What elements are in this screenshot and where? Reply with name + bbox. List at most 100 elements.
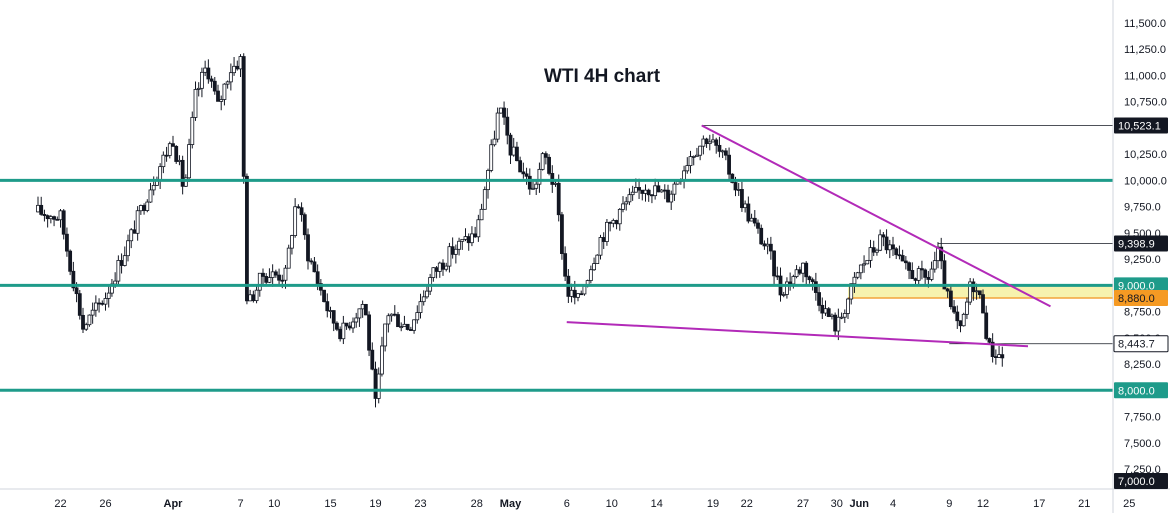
x-tick-label: 19 xyxy=(707,498,719,510)
candle-body xyxy=(682,170,686,180)
candle-body xyxy=(373,368,378,399)
candle-body xyxy=(746,203,751,222)
candle-body xyxy=(540,153,545,170)
candle-body xyxy=(39,204,44,215)
candle-body xyxy=(768,243,773,252)
candle-body xyxy=(611,220,616,224)
y-tick-label: 11,500.0 xyxy=(1124,18,1166,30)
x-tick-label: 4 xyxy=(890,498,896,510)
candle-body xyxy=(77,293,82,316)
candle-body xyxy=(431,267,436,278)
candle-body xyxy=(119,260,124,266)
x-tick-label: 7 xyxy=(237,498,243,510)
candle-body xyxy=(325,301,330,312)
chart-title: WTI 4H chart xyxy=(544,66,661,87)
candle-body xyxy=(756,222,760,229)
candle-body xyxy=(543,153,548,158)
candle-body xyxy=(61,210,66,235)
candle-body xyxy=(723,150,728,156)
y-tick-label: 7,750.0 xyxy=(1124,412,1161,424)
candle-body xyxy=(399,326,404,329)
price-badge xyxy=(1114,289,1168,306)
candle-body xyxy=(765,243,770,247)
candle-body xyxy=(820,304,825,314)
candle-body xyxy=(797,269,802,274)
candle-body xyxy=(90,309,95,316)
x-tick-label: May xyxy=(500,498,522,510)
candle-body xyxy=(794,269,799,277)
candle-body xyxy=(138,205,143,212)
candle-body xyxy=(553,182,558,185)
candle-body xyxy=(421,296,426,303)
candle-body xyxy=(225,81,230,85)
candle-body xyxy=(257,272,262,291)
candle-body xyxy=(987,338,992,343)
candle-body xyxy=(839,316,844,319)
candle-body xyxy=(389,313,394,317)
candle-body xyxy=(302,214,307,236)
candle-body xyxy=(396,314,400,328)
x-tick-label: 9 xyxy=(946,498,952,510)
candle-body xyxy=(441,262,445,270)
candle-body xyxy=(55,218,60,221)
candle-body xyxy=(952,306,956,313)
candle-body xyxy=(392,313,397,316)
candle-body xyxy=(560,214,564,255)
candle-body xyxy=(537,168,542,185)
candle-body xyxy=(691,155,696,158)
candle-body xyxy=(926,276,931,280)
candle-body xyxy=(135,210,140,234)
candle-body xyxy=(923,269,928,278)
candle-body xyxy=(656,185,661,193)
candle-body xyxy=(347,325,352,329)
candle-body xyxy=(495,112,500,140)
candle-body xyxy=(248,294,253,302)
candle-body xyxy=(563,253,568,277)
x-tick-label: 25 xyxy=(1123,498,1135,510)
candle-body xyxy=(270,271,275,278)
candle-body xyxy=(572,289,577,298)
candle-body xyxy=(322,289,326,303)
candle-body xyxy=(993,356,998,359)
candle-body xyxy=(261,272,265,277)
candle-body xyxy=(453,248,458,255)
candle-body xyxy=(977,290,982,296)
candle-body xyxy=(685,165,690,172)
candle-body xyxy=(823,308,828,314)
candle-body xyxy=(521,171,526,175)
candle-body xyxy=(807,276,812,281)
candle-body xyxy=(984,312,989,339)
candle-body xyxy=(203,67,208,73)
candle-body xyxy=(196,87,201,90)
candle-body xyxy=(473,233,478,238)
candle-body xyxy=(752,217,757,224)
candle-body xyxy=(598,237,603,256)
price-badge xyxy=(1113,335,1169,353)
candle-body xyxy=(579,293,584,296)
candle-body xyxy=(801,262,805,274)
candle-body xyxy=(1000,354,1005,359)
candle-body xyxy=(380,345,384,375)
candle-body xyxy=(948,290,953,308)
candle-body xyxy=(701,138,706,147)
candle-body xyxy=(846,298,850,314)
candle-body xyxy=(219,99,224,102)
candle-body xyxy=(891,244,895,250)
candle-body xyxy=(280,279,285,282)
candle-body xyxy=(672,183,677,195)
candle-body xyxy=(617,208,622,225)
candle-body xyxy=(415,312,420,321)
candle-body xyxy=(601,237,606,242)
levels-layer xyxy=(0,124,1113,392)
price-badge xyxy=(1114,277,1168,294)
candle-body xyxy=(71,270,76,289)
price-badge xyxy=(1114,382,1168,399)
price-badges-layer: 10,523.1 9,398.9 9,000.08,880.0 8,443.7 8,00… xyxy=(1113,117,1169,489)
candle-body xyxy=(502,107,506,118)
candle-body xyxy=(277,274,281,281)
candle-body xyxy=(740,189,744,209)
candle-body xyxy=(209,78,214,82)
candle-body xyxy=(627,194,632,203)
candle-body xyxy=(241,56,246,177)
